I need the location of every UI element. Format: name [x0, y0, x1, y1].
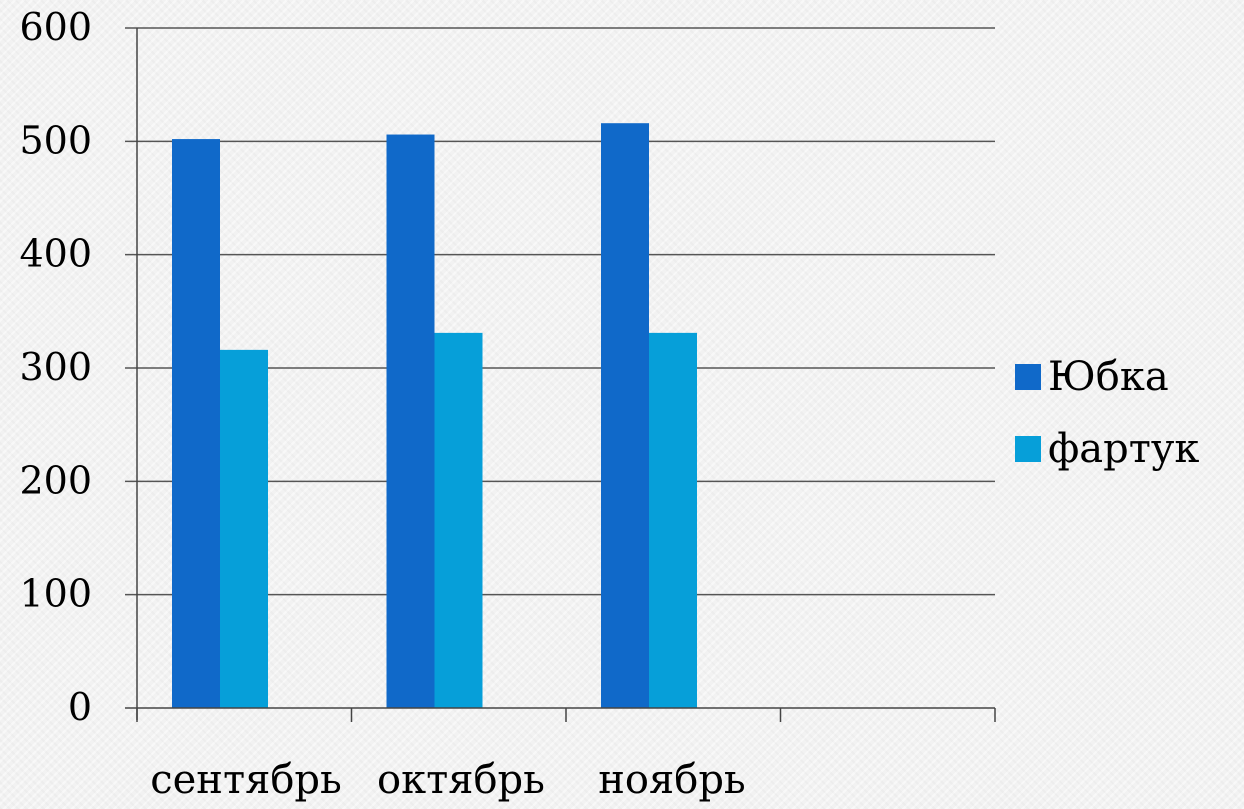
- bar-skirt-1: [386, 134, 435, 709]
- legend-label-0: Юбка: [1048, 354, 1169, 400]
- y-tick-label: 600: [19, 5, 92, 49]
- y-tick-label: 400: [19, 232, 92, 276]
- y-tick-label: 200: [19, 458, 92, 502]
- axes: [125, 28, 996, 722]
- legend-swatch-0: [1015, 364, 1041, 390]
- bar-apron-2: [649, 332, 697, 708]
- legend: Юбка фартук: [1015, 354, 1199, 472]
- x-axis-ticks: сентябрь октябрь ноябрь: [150, 757, 746, 803]
- bar-skirt-0: [172, 139, 220, 709]
- y-tick-label: 500: [19, 118, 92, 162]
- x-tick-label: ноябрь: [598, 757, 745, 803]
- gridlines: [125, 27, 995, 596]
- y-axis-ticks: 0 100 200 300 400 500 600: [19, 5, 92, 729]
- bar-apron-1: [434, 332, 483, 708]
- y-tick-label: 0: [68, 685, 92, 729]
- legend-swatch-1: [1015, 436, 1041, 462]
- x-tick-label: октябрь: [377, 757, 545, 803]
- y-tick-label: 100: [19, 572, 92, 616]
- x-tick-label: сентябрь: [150, 757, 342, 803]
- legend-label-1: фартук: [1048, 426, 1199, 472]
- bar-apron-0: [220, 349, 268, 708]
- bars: [172, 123, 697, 709]
- y-tick-label: 300: [19, 345, 92, 389]
- bar-skirt-2: [601, 123, 649, 708]
